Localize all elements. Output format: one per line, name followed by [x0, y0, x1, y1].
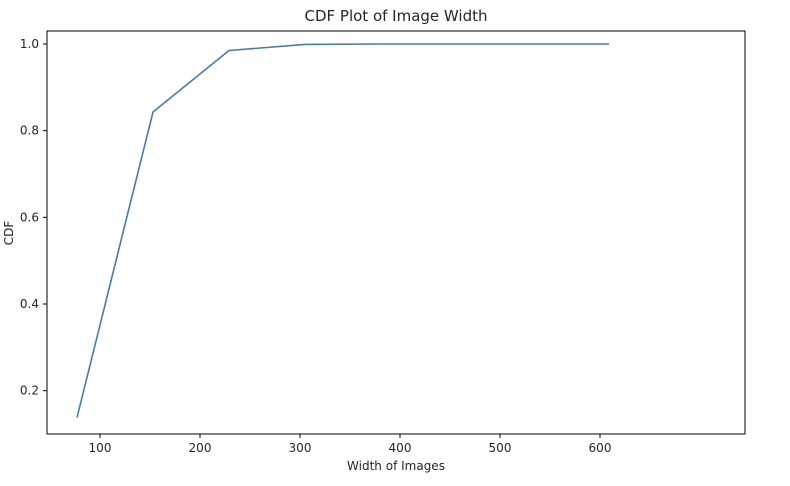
- plot-area: [46, 30, 746, 435]
- y-tick-label: 0.4: [20, 297, 39, 311]
- y-tick-label: 0.8: [20, 124, 39, 138]
- cdf-series-line: [76, 43, 609, 418]
- y-tick-label: 0.6: [20, 210, 39, 224]
- x-tick-label: 100: [89, 441, 112, 455]
- chart-title: CDF Plot of Image Width: [304, 7, 487, 25]
- x-tick-label: 400: [389, 441, 412, 455]
- x-tick-label: 200: [189, 441, 212, 455]
- y-axis-ticks: 0.2 0.4 0.6 0.8 1.0: [20, 37, 47, 398]
- x-tick-label: 500: [489, 441, 512, 455]
- x-tick-label: 600: [589, 441, 612, 455]
- y-tick-label: 0.2: [20, 384, 39, 398]
- axes-frame: [46, 30, 746, 435]
- y-tick-label: 1.0: [20, 37, 39, 51]
- series-layer: [76, 43, 609, 418]
- x-axis-ticks: 100 200 300 400 500 600: [89, 434, 612, 455]
- y-axis-label: CDF: [2, 221, 16, 246]
- x-tick-label: 300: [289, 441, 312, 455]
- x-axis-label: Width of Images: [347, 459, 445, 473]
